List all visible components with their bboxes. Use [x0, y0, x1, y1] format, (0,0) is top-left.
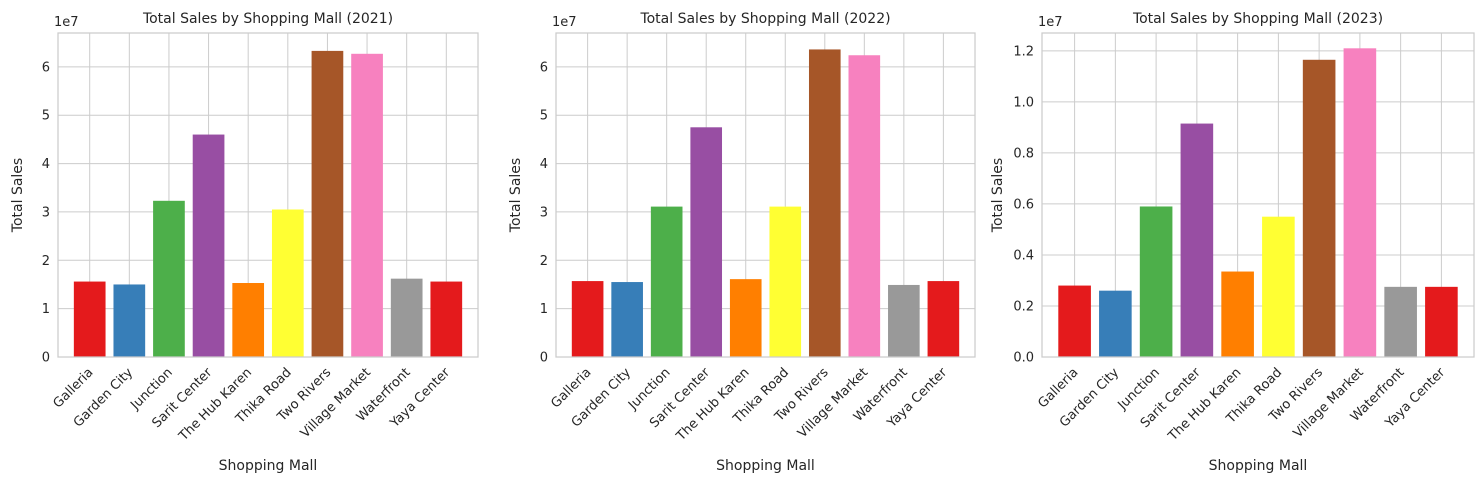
bar-garden-city [113, 284, 146, 357]
y-tick-label: 1 [540, 302, 548, 317]
bar-waterfront [888, 284, 920, 357]
bar-garden-city [611, 282, 643, 357]
y-offset-label: 1e7 [552, 15, 577, 30]
y-tick-label: 0.8 [1013, 146, 1034, 161]
x-axis-label: Shopping Mall [1209, 458, 1308, 474]
bar-junction [1139, 206, 1173, 357]
bar-garden-city [1099, 290, 1132, 357]
x-axis-label: Shopping Mall [716, 458, 815, 474]
bar-two-rivers [808, 49, 841, 357]
bar-the-hub-karen [232, 283, 265, 357]
x-tick-label: Village Market [795, 365, 871, 441]
bar-the-hub-karen [1221, 271, 1254, 357]
y-tick-label: 5 [42, 109, 50, 124]
chart-title: Total Sales by Shopping Mall (2022) [639, 11, 890, 27]
bar-sarit-center [1180, 123, 1214, 358]
bar-village-market [848, 55, 881, 357]
y-tick-label: 0 [540, 351, 548, 366]
plot-frame [1041, 32, 1475, 358]
y-offset-label: 1e7 [54, 15, 79, 30]
bar-the-hub-karen [729, 279, 762, 357]
plot-frame [57, 32, 479, 358]
x-tick-label: Village Market [1291, 365, 1367, 441]
bar-junction [153, 200, 185, 357]
y-tick-label: 0.4 [1013, 248, 1034, 263]
bar-village-market [351, 53, 383, 357]
bar-galleria [1058, 285, 1091, 357]
y-tick-label: 6 [42, 60, 50, 75]
bar-sarit-center [192, 134, 225, 357]
bar-two-rivers [311, 50, 344, 357]
y-tick-label: 3 [42, 205, 50, 220]
y-offset-label: 1e7 [1038, 15, 1063, 30]
y-axis-label: Total Sales [10, 158, 26, 233]
bar-galleria [73, 281, 106, 357]
y-tick-label: 0 [42, 351, 50, 366]
bar-junction [650, 206, 683, 357]
bar-waterfront [1384, 286, 1417, 357]
bar-waterfront [390, 278, 423, 357]
bar-sarit-center [690, 127, 723, 357]
bar-thika-road [1262, 216, 1295, 357]
y-tick-label: 0.0 [1013, 351, 1034, 366]
bar-two-rivers [1302, 59, 1336, 357]
bar-village-market [1343, 48, 1377, 357]
y-tick-label: 0.6 [1013, 197, 1034, 212]
y-tick-label: 1.0 [1013, 95, 1034, 110]
bar-thika-road [769, 206, 802, 357]
x-tick-label: Village Market [298, 365, 374, 441]
bar-yaya-center [1425, 286, 1458, 357]
y-tick-label: 2 [540, 254, 548, 269]
bar-galleria [571, 281, 604, 357]
chart-title: Total Sales by Shopping Mall (2021) [142, 11, 393, 27]
y-axis-label: Total Sales [990, 158, 1006, 233]
bar-thika-road [271, 209, 304, 357]
y-tick-label: 0.2 [1013, 299, 1034, 314]
x-tick-label: The Hub Karen [1165, 365, 1244, 444]
bar-yaya-center [430, 281, 463, 357]
y-tick-label: 1 [42, 302, 50, 317]
chart-title: Total Sales by Shopping Mall (2023) [1132, 11, 1383, 27]
y-tick-label: 3 [540, 205, 548, 220]
y-tick-label: 1.2 [1013, 44, 1034, 59]
y-tick-label: 4 [540, 157, 548, 172]
bar-yaya-center [927, 281, 960, 357]
y-tick-label: 2 [42, 254, 50, 269]
y-tick-label: 6 [540, 60, 548, 75]
y-axis-label: Total Sales [508, 158, 524, 233]
y-tick-label: 4 [42, 157, 50, 172]
x-axis-label: Shopping Mall [219, 458, 318, 474]
plot-frame [555, 32, 976, 358]
y-tick-label: 5 [540, 109, 548, 124]
